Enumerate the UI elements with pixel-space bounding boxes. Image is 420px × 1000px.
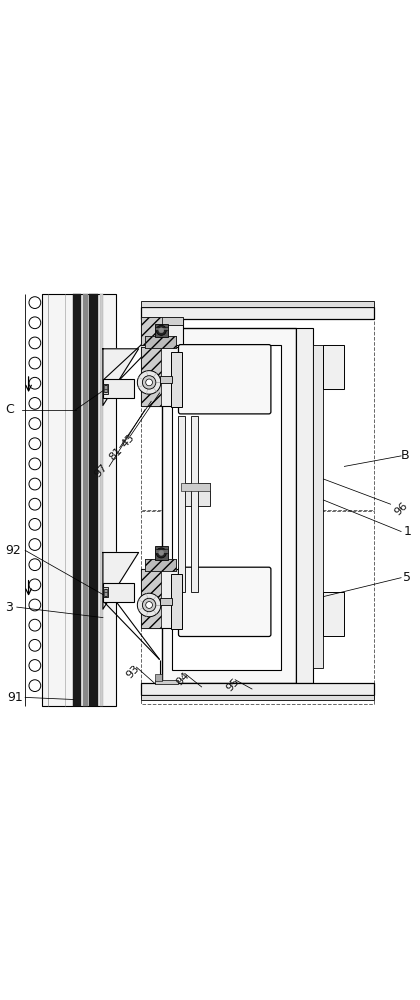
Bar xyxy=(162,328,296,683)
Bar xyxy=(145,559,176,571)
Circle shape xyxy=(29,337,41,349)
Text: 81: 81 xyxy=(107,445,124,462)
Bar xyxy=(172,345,281,670)
Polygon shape xyxy=(103,552,139,609)
Bar xyxy=(104,385,107,392)
Bar xyxy=(141,317,162,345)
Circle shape xyxy=(29,317,41,329)
Circle shape xyxy=(29,680,41,692)
Bar xyxy=(83,294,88,706)
Text: C: C xyxy=(5,403,14,416)
Polygon shape xyxy=(323,345,344,389)
Bar xyxy=(74,294,81,706)
Circle shape xyxy=(156,325,166,335)
Bar xyxy=(103,587,108,597)
Circle shape xyxy=(156,548,166,558)
Circle shape xyxy=(142,376,156,389)
Bar xyxy=(155,327,168,330)
Bar xyxy=(145,559,176,571)
Bar xyxy=(155,674,162,681)
Circle shape xyxy=(137,371,161,394)
Bar xyxy=(313,345,323,668)
Bar xyxy=(323,345,344,389)
Circle shape xyxy=(29,478,41,490)
Circle shape xyxy=(29,639,41,651)
Circle shape xyxy=(29,539,41,550)
Circle shape xyxy=(159,550,164,555)
Bar xyxy=(141,569,181,628)
Bar xyxy=(323,592,344,636)
Bar xyxy=(155,324,168,337)
Bar xyxy=(103,384,108,394)
Bar xyxy=(100,294,103,706)
Bar xyxy=(103,379,134,398)
Bar xyxy=(155,546,168,560)
Bar xyxy=(155,549,168,552)
Circle shape xyxy=(29,619,41,631)
Text: 93: 93 xyxy=(124,664,141,681)
Text: 96: 96 xyxy=(393,500,410,517)
Bar xyxy=(160,376,172,383)
Bar xyxy=(141,347,181,406)
Bar xyxy=(141,317,183,325)
Bar xyxy=(181,483,210,506)
Bar xyxy=(141,347,161,406)
Text: 94: 94 xyxy=(174,670,192,687)
Circle shape xyxy=(29,559,41,571)
Circle shape xyxy=(146,379,152,386)
Circle shape xyxy=(29,660,41,671)
Bar xyxy=(141,307,374,319)
Circle shape xyxy=(29,498,41,510)
Bar xyxy=(191,416,198,592)
Circle shape xyxy=(29,297,41,308)
Text: 5: 5 xyxy=(403,571,411,584)
Bar xyxy=(104,589,107,596)
Bar xyxy=(141,300,374,307)
Bar xyxy=(171,574,182,629)
Bar xyxy=(141,317,374,510)
Bar xyxy=(155,680,178,684)
Text: 3: 3 xyxy=(5,601,13,614)
Bar xyxy=(141,683,374,695)
Circle shape xyxy=(146,602,152,608)
Bar xyxy=(141,695,374,700)
Circle shape xyxy=(29,418,41,429)
Bar xyxy=(160,598,172,605)
Circle shape xyxy=(137,593,161,617)
Bar xyxy=(181,483,210,491)
Bar xyxy=(141,569,161,628)
Polygon shape xyxy=(103,349,139,406)
Bar xyxy=(171,352,182,407)
Circle shape xyxy=(29,458,41,470)
Bar xyxy=(145,336,176,348)
Text: 92: 92 xyxy=(5,544,21,557)
Text: 97: 97 xyxy=(92,462,110,479)
Bar xyxy=(296,328,313,683)
FancyBboxPatch shape xyxy=(178,567,271,637)
Circle shape xyxy=(142,598,156,612)
FancyBboxPatch shape xyxy=(178,345,271,414)
Bar xyxy=(145,336,176,348)
Circle shape xyxy=(29,357,41,369)
Circle shape xyxy=(29,438,41,450)
Circle shape xyxy=(29,518,41,530)
Bar xyxy=(42,294,116,706)
Bar xyxy=(141,510,374,704)
Circle shape xyxy=(29,398,41,409)
Text: 1: 1 xyxy=(403,525,411,538)
Circle shape xyxy=(29,599,41,611)
Circle shape xyxy=(159,328,164,333)
Text: B: B xyxy=(401,449,410,462)
Text: 43: 43 xyxy=(120,433,136,450)
Text: 91: 91 xyxy=(8,691,24,704)
Circle shape xyxy=(29,579,41,591)
Bar xyxy=(141,317,183,345)
Text: 95: 95 xyxy=(225,676,242,693)
Circle shape xyxy=(29,377,41,389)
Bar xyxy=(89,294,98,706)
Bar xyxy=(178,416,185,592)
Bar xyxy=(103,583,134,602)
